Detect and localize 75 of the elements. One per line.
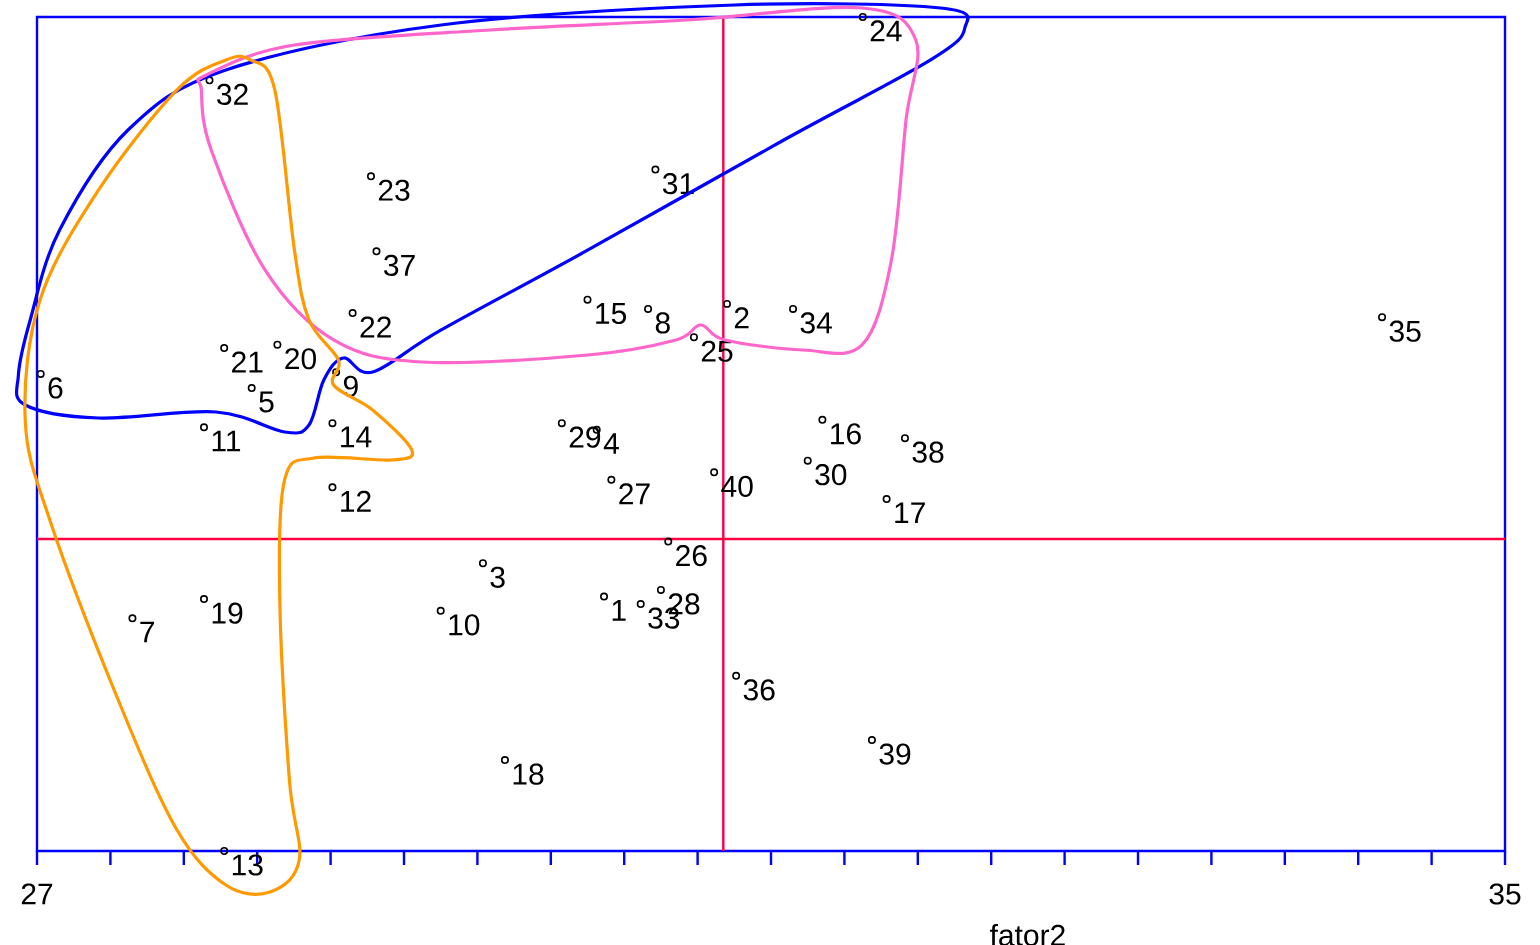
annotation: 31 xyxy=(662,173,694,195)
annotation: 34 xyxy=(800,312,832,334)
point xyxy=(732,671,741,680)
point xyxy=(858,12,867,21)
point xyxy=(247,384,256,393)
point xyxy=(348,309,357,318)
point xyxy=(557,419,566,428)
point xyxy=(882,495,891,504)
point xyxy=(583,295,592,304)
annotation: 18 xyxy=(513,763,544,785)
annotation: 2 xyxy=(734,307,749,329)
annotation: 6 xyxy=(48,377,63,399)
point xyxy=(372,247,381,256)
annotation: 12 xyxy=(341,490,371,512)
annotation: 11 xyxy=(212,430,241,452)
annotation: 7 xyxy=(140,621,155,643)
point xyxy=(607,475,616,484)
point xyxy=(36,369,45,378)
point xyxy=(803,456,812,465)
annotation: 26 xyxy=(676,544,707,567)
annotation: 27 xyxy=(619,483,650,505)
annotation: 21 xyxy=(232,351,263,373)
point xyxy=(651,165,660,174)
point xyxy=(128,614,137,623)
point xyxy=(664,537,673,546)
annotation: 3 xyxy=(490,566,505,588)
point xyxy=(332,368,341,377)
point xyxy=(436,606,445,615)
annotation: 10 xyxy=(449,614,480,636)
point xyxy=(867,736,876,745)
point xyxy=(328,419,337,428)
annotation: 24 xyxy=(870,20,902,42)
annotation: 22 xyxy=(360,316,391,338)
annotation: 14 xyxy=(341,426,372,448)
annotation: 16 xyxy=(831,423,861,445)
point xyxy=(656,585,665,594)
point xyxy=(636,600,645,609)
annotation: 19 xyxy=(212,602,243,624)
x-axis-title: fator2 xyxy=(990,923,1065,945)
annotation: 17 xyxy=(895,502,925,524)
point xyxy=(689,333,698,342)
annotation: 1 xyxy=(612,600,626,621)
point xyxy=(789,304,798,313)
point xyxy=(1378,313,1387,322)
point xyxy=(710,468,719,477)
point xyxy=(900,434,909,443)
point xyxy=(220,846,229,855)
point xyxy=(644,304,653,313)
point xyxy=(366,172,375,181)
annotation: 39 xyxy=(879,743,911,765)
annotation: 36 xyxy=(743,679,775,701)
annotation: 35 xyxy=(1389,320,1421,342)
annotation: 38 xyxy=(912,441,944,463)
point xyxy=(328,483,337,492)
annotation: 8 xyxy=(655,312,670,334)
point xyxy=(200,595,208,604)
annotation: 13 xyxy=(232,854,263,876)
point xyxy=(273,340,282,349)
annotation: 29 xyxy=(569,426,601,448)
point xyxy=(818,415,827,424)
annotation: 23 xyxy=(378,179,410,201)
point xyxy=(600,592,609,601)
annotation: 30 xyxy=(815,464,847,486)
annotation: 5 xyxy=(259,391,274,413)
annotation: 4 xyxy=(603,433,619,454)
point xyxy=(200,423,208,432)
annotation: 32 xyxy=(217,83,248,105)
annotation: 20 xyxy=(285,348,316,370)
point xyxy=(500,756,509,765)
point xyxy=(478,559,487,568)
point xyxy=(722,299,731,308)
annotation: 37 xyxy=(384,254,415,276)
point xyxy=(220,344,229,353)
annotation: 15 xyxy=(596,303,627,325)
point xyxy=(205,76,214,85)
